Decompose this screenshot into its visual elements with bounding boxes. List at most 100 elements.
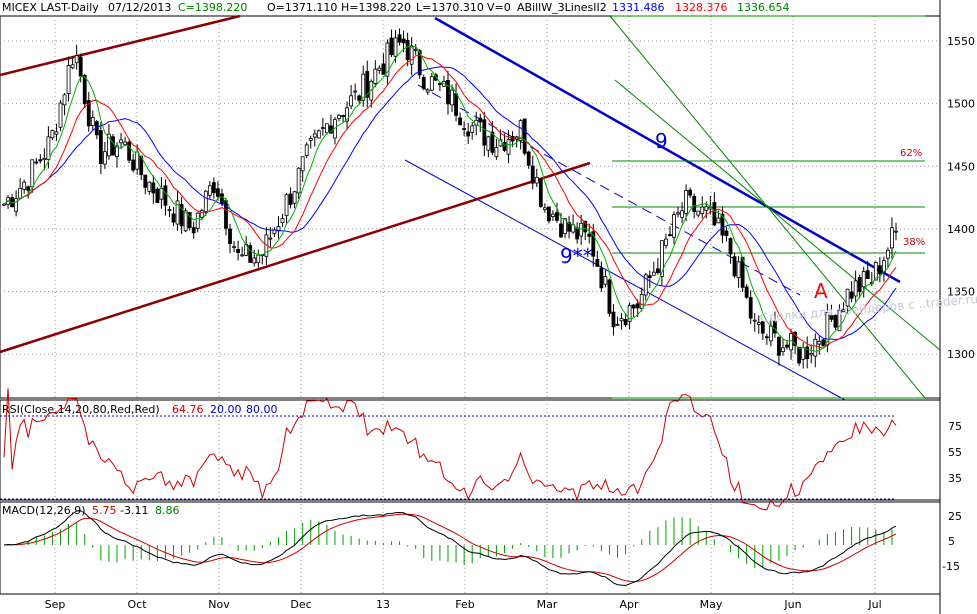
candle-body [74, 55, 79, 64]
candle-body [510, 135, 515, 142]
candle-body [643, 274, 648, 296]
candle-body [877, 265, 882, 275]
candle-body [518, 120, 523, 141]
symbol-label: MICEX LAST-Daily [2, 1, 99, 14]
candle-body [700, 206, 705, 214]
candle-body [191, 227, 196, 234]
candle-body [62, 94, 67, 106]
macd-tick-25: 25 [948, 510, 962, 523]
candle-body [619, 318, 624, 322]
candle-body [720, 213, 725, 236]
macd-value-2: -3.11 [120, 504, 148, 517]
candle-body [224, 200, 228, 229]
candle-body [777, 336, 781, 356]
red-moving-average [3, 54, 897, 349]
candle-body [54, 131, 59, 135]
candle-body [167, 209, 172, 212]
candle-body [647, 275, 652, 279]
candle-body [797, 346, 802, 364]
candle-body [627, 305, 632, 322]
candle-body [716, 217, 721, 224]
candle-body [324, 123, 329, 133]
rsi-lower: 20.00 [210, 403, 242, 416]
candle-body [365, 71, 370, 98]
candle-body [611, 311, 616, 328]
candle-body [458, 117, 462, 126]
upper-brown-trendline [0, 14, 241, 77]
low-label: L=1370.310 [416, 1, 484, 14]
candle-body [296, 167, 301, 194]
candle-body [70, 64, 75, 69]
candle-body [470, 125, 475, 133]
candle-body [446, 80, 450, 105]
candle-body [248, 245, 253, 263]
candle-body [405, 39, 410, 61]
candle-body [433, 74, 438, 81]
candle-body [228, 228, 232, 245]
candle-body [86, 100, 91, 127]
candle-body [522, 118, 527, 154]
candle-body [155, 188, 160, 204]
candle-body [599, 267, 604, 289]
candle-body [119, 139, 123, 144]
candle-body [591, 231, 596, 257]
candle-body [664, 238, 668, 246]
x-tick-label: Sep [45, 598, 66, 611]
rsi-panel [0, 399, 941, 501]
candle-body [377, 67, 382, 71]
candle-body [736, 261, 741, 278]
candle-body [151, 182, 156, 194]
candle-body [623, 319, 628, 326]
macd-signal-line [3, 513, 897, 583]
candle-body [555, 212, 559, 221]
indicator-value-1: 1331.486 [612, 1, 665, 14]
date-label: 07/12/2013 [108, 1, 171, 14]
candle-body [397, 34, 402, 43]
candle-body [38, 159, 43, 162]
x-tick-label: May [700, 598, 723, 611]
x-tick-label: Jul [867, 598, 881, 611]
green-moving-average [3, 45, 897, 352]
candle-body [841, 309, 846, 313]
rsi-tick-75: 75 [948, 420, 962, 433]
candle-body [873, 262, 878, 281]
candle-body [454, 93, 458, 116]
channel-lower-line [404, 159, 846, 401]
candle-body [22, 181, 27, 190]
candle-body [861, 271, 866, 288]
rsi-label: RSI(Close,14,20,80,Red,Red) [2, 403, 160, 416]
candle-body [284, 194, 289, 217]
fib38-label: 38% [903, 237, 925, 248]
candle-body [672, 214, 676, 238]
candle-body [103, 151, 107, 165]
candle-body [78, 56, 83, 77]
candle-body [207, 185, 212, 196]
candle-body [817, 340, 822, 345]
y-tick-label: 1550 [947, 35, 975, 48]
candle-body [567, 222, 571, 232]
wave9ss-label: 9** [560, 244, 593, 268]
macd-histogram [11, 517, 893, 569]
y-tick-label: 1400 [947, 223, 975, 236]
candle-body [579, 222, 584, 237]
candle-body [216, 188, 220, 197]
candle-body [413, 48, 418, 51]
candle-body [466, 131, 471, 137]
candle-body [195, 212, 200, 229]
candle-body [211, 182, 216, 194]
candle-body [232, 246, 236, 249]
candle-body [2, 203, 6, 206]
candle-body [179, 204, 184, 227]
candle-body [559, 223, 563, 238]
candles-group [2, 28, 898, 369]
candle-body [341, 115, 345, 118]
rsi-tick-55: 55 [948, 446, 962, 459]
candle-body [345, 107, 349, 122]
candle-body [220, 193, 224, 204]
candle-body [482, 119, 487, 146]
candle-body [46, 136, 51, 160]
y-tick-label: 1450 [947, 160, 975, 173]
x-tick-label: Dec [290, 598, 311, 611]
candle-body [240, 254, 245, 257]
candle-body [34, 161, 39, 164]
